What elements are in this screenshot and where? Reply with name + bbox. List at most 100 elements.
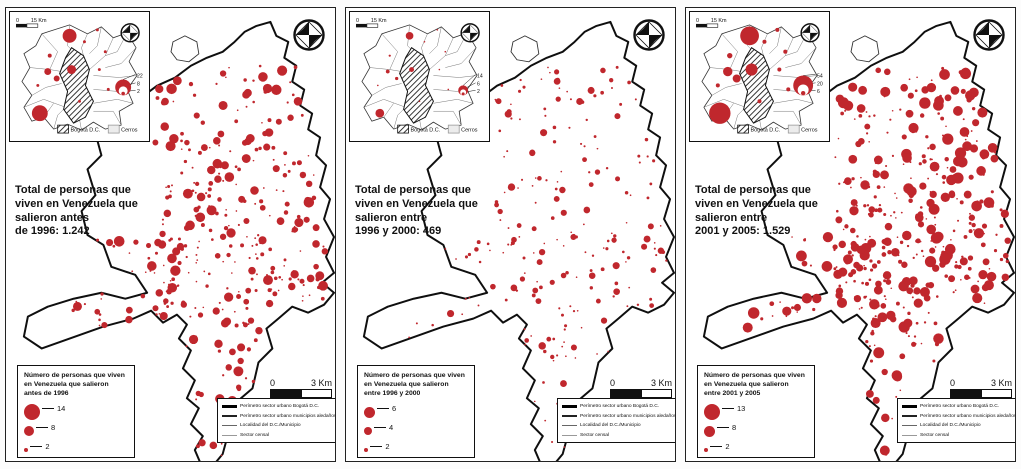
person-dot (198, 193, 201, 196)
person-dot (293, 225, 296, 228)
person-dot (163, 281, 165, 284)
person-dot (205, 192, 208, 195)
person-dot (180, 171, 184, 175)
person-dot (605, 166, 609, 170)
person-dot (1000, 209, 1009, 218)
person-dot (185, 255, 188, 259)
person-dot (495, 98, 502, 105)
person-dot (868, 345, 871, 348)
person-dot (970, 130, 973, 132)
scalebar-dist: 3 Km (310, 378, 332, 388)
main-scalebar: 0 3 Km (270, 378, 332, 398)
person-dot (882, 271, 892, 280)
inset-scalebar: 0 15 Km (695, 18, 727, 28)
person-dot (973, 229, 975, 231)
person-dot (259, 199, 264, 204)
person-dot (908, 122, 919, 134)
person-dot (659, 225, 662, 227)
person-dot (159, 230, 166, 238)
person-dot (962, 118, 965, 121)
inset-scale-black (15, 23, 27, 28)
legend-circle-large (24, 404, 40, 421)
person-dot (932, 359, 936, 363)
person-dot (522, 256, 526, 260)
person-dot (923, 321, 927, 324)
person-dot (191, 189, 195, 193)
person-dot (431, 323, 434, 327)
person-dot (661, 250, 666, 254)
person-dot (266, 273, 268, 276)
person-dot (290, 270, 299, 279)
person-dot (255, 257, 259, 260)
person-dot (537, 176, 542, 181)
person-dot (519, 78, 522, 82)
person-dot (254, 147, 259, 152)
person-dot (524, 338, 530, 343)
person-dot (538, 248, 546, 256)
person-dot (506, 150, 509, 153)
person-dot (907, 311, 911, 316)
line-legend-row: Localidad del D.C./Municipio (222, 423, 333, 428)
person-dot (848, 82, 858, 92)
person-dot (296, 160, 302, 166)
person-dot (655, 254, 658, 257)
person-dot (582, 157, 587, 163)
person-dot (195, 444, 200, 449)
person-dot (1004, 237, 1011, 244)
region-map-svg: 0 15 Km 22 8 2 Bogotá D.C. Cerros N (15, 18, 143, 134)
person-dot (803, 238, 807, 242)
inset-scalebar: 0 15 Km (15, 18, 47, 28)
scalebar-white-segment (300, 390, 331, 397)
person-dot (198, 391, 204, 398)
person-dot (237, 223, 240, 227)
person-dot (165, 186, 167, 189)
scalebar-white-segment (640, 390, 671, 397)
scalebar-dist: 3 Km (650, 378, 672, 388)
person-dot (914, 89, 918, 93)
person-dot (593, 94, 597, 98)
person-dot (952, 229, 956, 233)
legend-row: 14 (24, 403, 128, 422)
person-dot (837, 137, 840, 140)
person-dot (895, 217, 897, 219)
person-dot (1005, 259, 1010, 264)
person-dot (226, 287, 229, 290)
person-dots (408, 65, 668, 448)
person-dot (195, 398, 198, 401)
person-dot (220, 442, 223, 445)
person-dot (978, 230, 983, 235)
person-dot (580, 326, 583, 329)
person-dot (913, 298, 923, 308)
person-dot (925, 135, 929, 139)
person-dot (236, 109, 239, 112)
person-dot (281, 278, 283, 281)
person-dot (850, 199, 858, 207)
person-dot (944, 157, 949, 162)
legend-circle-small (704, 447, 709, 453)
person-dot (791, 236, 793, 238)
person-dot (583, 145, 586, 148)
person-dot (561, 345, 564, 348)
person-dot (539, 285, 543, 290)
person-dot (168, 239, 172, 242)
person-dot (915, 238, 921, 244)
person-dot (916, 76, 918, 79)
person-dot (556, 238, 558, 241)
person-dot (908, 78, 911, 81)
person-dot (886, 131, 889, 134)
person-dot (308, 294, 311, 297)
person-dot (924, 255, 937, 268)
person-dot (566, 90, 568, 93)
person-dot (968, 174, 974, 180)
person-dot (167, 253, 177, 264)
inset-legend-value-3: 6 (817, 89, 820, 95)
legend-circle-large (704, 404, 720, 421)
person-dot (543, 242, 546, 245)
person-dot (948, 190, 956, 197)
person-dot (983, 280, 994, 291)
person-dot (560, 272, 567, 279)
person-dot (241, 154, 251, 163)
person-dot (665, 259, 668, 262)
person-dot (922, 159, 927, 164)
line-legend-row: Sector censal (902, 433, 1013, 438)
